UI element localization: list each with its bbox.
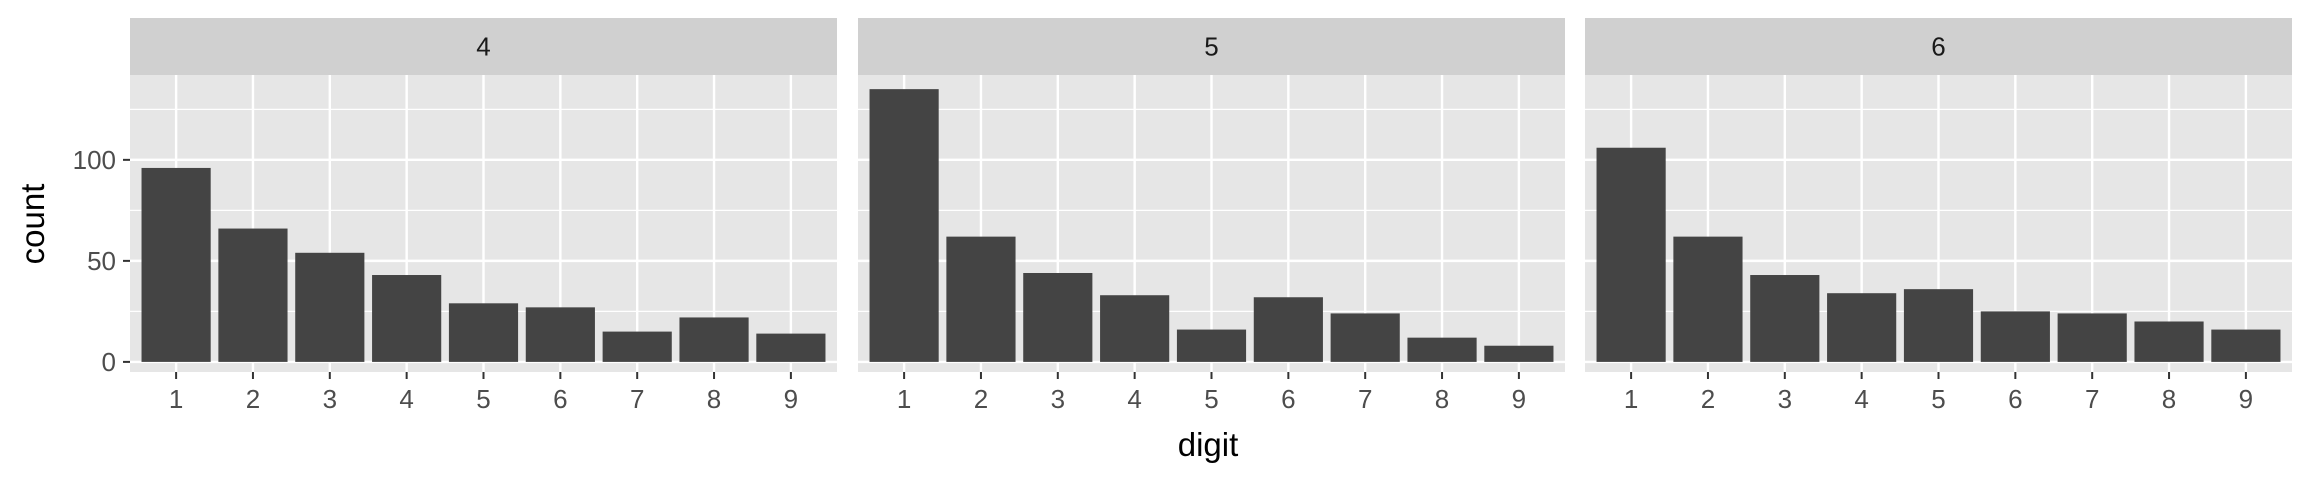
y-axis-title: count <box>14 184 51 265</box>
x-axis-title: digit <box>1178 426 1239 463</box>
x-tick-label: 1 <box>169 384 183 414</box>
bar-6 <box>1980 311 2050 362</box>
x-tick-label: 6 <box>2008 384 2022 414</box>
y-axis: 0 50 100 <box>73 145 130 377</box>
bar-2 <box>1673 236 1743 362</box>
panel-6: 6 1 2 3 4 5 6 7 8 9 <box>1585 18 2292 414</box>
x-tick-label: 4 <box>1127 384 1141 414</box>
y-tick-label: 50 <box>87 246 116 276</box>
bar-8 <box>1407 337 1477 362</box>
panel-4: 4 1 2 3 4 5 6 7 8 9 <box>130 18 837 414</box>
x-tick-label: 8 <box>1435 384 1449 414</box>
bar-9 <box>756 333 826 362</box>
x-tick-label: 6 <box>553 384 567 414</box>
x-tick-label: 1 <box>1624 384 1638 414</box>
x-tick-label: 4 <box>1854 384 1868 414</box>
bar-4 <box>1827 293 1897 362</box>
bar-3 <box>1750 275 1820 362</box>
bar-8 <box>2134 321 2204 362</box>
bar-4 <box>1100 295 1170 362</box>
x-tick-label: 3 <box>323 384 337 414</box>
bar-9 <box>1484 345 1554 362</box>
y-tick-label: 100 <box>73 145 116 175</box>
x-tick-label: 3 <box>1051 384 1065 414</box>
bar-7 <box>1330 313 1400 362</box>
bar-6 <box>525 307 595 362</box>
y-tick-label: 0 <box>102 347 116 377</box>
x-tick-label: 2 <box>974 384 988 414</box>
x-tick-label: 8 <box>2162 384 2176 414</box>
x-tick-label: 9 <box>784 384 798 414</box>
bar-9 <box>2211 329 2281 362</box>
x-tick-label: 5 <box>476 384 490 414</box>
panels-layer: 4 1 2 3 4 5 6 7 8 9 5 1 2 3 4 5 6 7 8 9 6 1 2 3 4 5 6 7 8 9 <box>130 18 2292 414</box>
bar-7 <box>2057 313 2127 362</box>
bar-1 <box>141 167 211 362</box>
facet-strip-label: 6 <box>1931 32 1945 62</box>
x-tick-label: 7 <box>1358 384 1372 414</box>
x-tick-label: 9 <box>2239 384 2253 414</box>
facet-strip <box>858 18 1565 75</box>
bar-4 <box>372 275 442 362</box>
x-tick-label: 7 <box>630 384 644 414</box>
bar-3 <box>1023 273 1093 362</box>
x-tick-label: 5 <box>1931 384 1945 414</box>
bar-1 <box>869 89 939 362</box>
facet-strip-label: 4 <box>476 32 490 62</box>
bar-7 <box>602 331 672 362</box>
x-tick-label: 3 <box>1778 384 1792 414</box>
panel-5: 5 1 2 3 4 5 6 7 8 9 <box>858 18 1565 414</box>
x-tick-label: 1 <box>897 384 911 414</box>
x-tick-label: 7 <box>2085 384 2099 414</box>
facet-strip-label: 5 <box>1204 32 1218 62</box>
facet-strip <box>130 18 837 75</box>
x-tick-label: 2 <box>1701 384 1715 414</box>
x-tick-label: 4 <box>399 384 413 414</box>
bar-3 <box>295 252 365 362</box>
bar-1 <box>1596 147 1666 362</box>
bar-2 <box>218 228 288 362</box>
facet-strip <box>1585 18 2292 75</box>
bar-5 <box>1176 329 1247 362</box>
bar-5 <box>1903 289 1974 362</box>
bar-8 <box>679 317 749 362</box>
x-tick-label: 6 <box>1281 384 1295 414</box>
x-tick-label: 5 <box>1204 384 1218 414</box>
x-tick-label: 8 <box>707 384 721 414</box>
bar-6 <box>1253 297 1323 362</box>
bar-5 <box>448 303 519 362</box>
x-tick-label: 2 <box>246 384 260 414</box>
bar-2 <box>946 236 1016 362</box>
x-tick-label: 9 <box>1512 384 1526 414</box>
